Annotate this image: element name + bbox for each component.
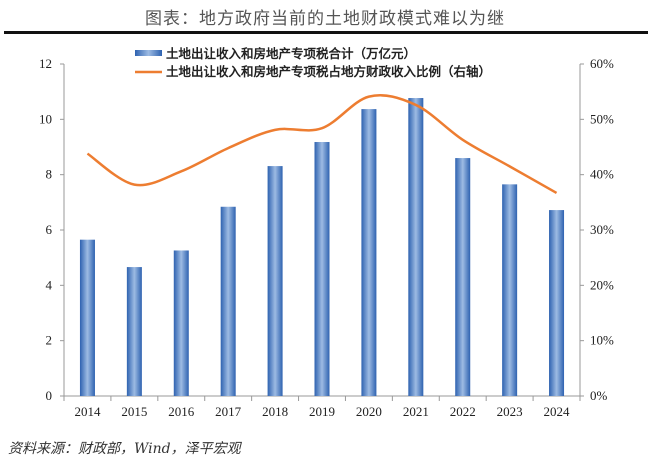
legend: 土地出让收入和房地产专项税合计（万亿元） 土地出让收入和房地产专项税占地方财政收… <box>135 46 491 79</box>
x-tick-label: 2023 <box>497 404 523 419</box>
left-tick-label: 8 <box>46 167 53 182</box>
x-tick-label: 2024 <box>544 404 571 419</box>
bar-2015 <box>126 267 142 396</box>
bar-2016 <box>173 250 189 396</box>
x-tick-label: 2016 <box>168 404 195 419</box>
x-tick-label: 2019 <box>309 404 335 419</box>
x-tick-label: 2017 <box>215 404 242 419</box>
bar-2021 <box>408 98 424 396</box>
left-tick-label: 2 <box>46 333 53 348</box>
bar-2018 <box>267 166 283 396</box>
legend-line-label: 土地出让收入和房地产专项税占地方财政收入比例（右轴） <box>166 64 491 79</box>
source-note: 资料来源：财政部，Wind，泽平宏观 <box>8 441 241 457</box>
bar-2017 <box>220 206 236 396</box>
bar-2022 <box>455 158 471 396</box>
x-tick-label: 2015 <box>121 404 147 419</box>
right-tick-label: 0% <box>590 388 608 403</box>
left-tick-label: 0 <box>46 388 53 403</box>
left-tick-label: 4 <box>46 277 53 292</box>
x-tick-label: 2021 <box>403 404 429 419</box>
bar-2024 <box>549 210 565 396</box>
left-tick-label: 6 <box>46 222 53 237</box>
x-tick-label: 2018 <box>262 404 288 419</box>
right-tick-label: 20% <box>590 277 614 292</box>
right-tick-label: 60% <box>590 56 614 71</box>
right-tick-label: 40% <box>590 167 614 182</box>
right-tick-label: 10% <box>590 333 614 348</box>
x-tick-label: 2020 <box>356 404 382 419</box>
bar-2019 <box>314 142 330 396</box>
x-tick-label: 2022 <box>450 404 476 419</box>
left-tick-label: 10 <box>39 111 52 126</box>
legend-bar-swatch <box>135 50 162 56</box>
bar-2020 <box>361 109 377 396</box>
left-tick-label: 12 <box>39 56 52 71</box>
right-tick-label: 30% <box>590 222 614 237</box>
bar-2023 <box>502 184 518 396</box>
bar-2014 <box>79 239 95 396</box>
x-tick-label: 2014 <box>74 404 101 419</box>
title-divider <box>4 31 648 34</box>
ratio-line <box>86 94 558 195</box>
legend-bar-label: 土地出让收入和房地产专项税合计（万亿元） <box>166 46 416 61</box>
chart-title: 图表：地方政府当前的土地财政模式难以为继 <box>145 9 505 29</box>
right-tick-label: 50% <box>590 111 614 126</box>
